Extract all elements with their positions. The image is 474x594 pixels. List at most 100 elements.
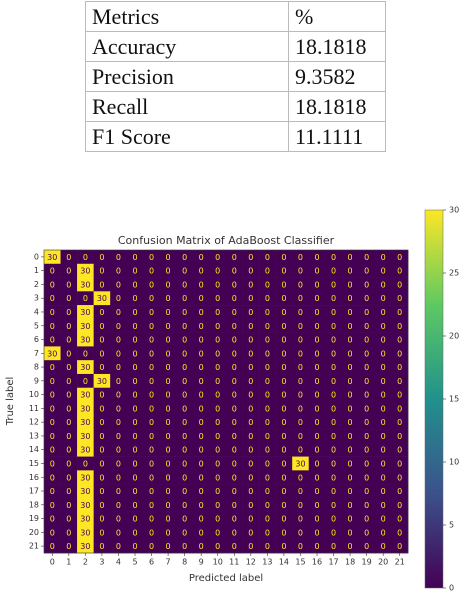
heatmap-cell — [159, 525, 177, 540]
cell-label: 0 — [314, 349, 319, 358]
heatmap-cell — [259, 291, 276, 306]
heatmap-cell — [341, 539, 359, 554]
colorbar-tick-label: 30 — [449, 206, 459, 215]
heatmap-cell — [77, 263, 94, 278]
heatmap-cell — [176, 470, 194, 485]
cell-label: 0 — [149, 432, 154, 441]
heatmap-cell — [292, 497, 310, 512]
cell-label: 0 — [314, 432, 319, 441]
heatmap-cell — [159, 387, 177, 402]
colorbar-tick-label: 5 — [449, 521, 454, 530]
heatmap-cell — [325, 305, 343, 320]
heatmap-cell — [110, 387, 128, 402]
cell-label: 0 — [215, 377, 220, 386]
cell-label: 0 — [99, 363, 104, 372]
cell-label: 0 — [66, 336, 71, 345]
cell-label: 0 — [232, 322, 237, 331]
heatmap-cell — [358, 497, 376, 512]
y-tick-label: 20 — [29, 528, 39, 537]
cell-label: 0 — [298, 267, 303, 276]
heatmap-cell — [93, 305, 111, 320]
cell-label: 0 — [199, 515, 204, 524]
cell-label: 0 — [381, 501, 386, 510]
cell-label: 0 — [99, 253, 104, 262]
heatmap-cell — [275, 511, 293, 526]
metric-value: 18.1818 — [288, 31, 386, 62]
cell-label: 0 — [331, 308, 336, 317]
heatmap-cell — [325, 387, 343, 402]
cell-label: 0 — [215, 404, 220, 413]
cell-label: 0 — [166, 267, 171, 276]
heatmap-cell — [325, 456, 343, 471]
cell-label: 30 — [295, 459, 305, 468]
heatmap-cell — [292, 525, 310, 540]
heatmap-cell — [126, 346, 144, 361]
cell-label: 0 — [166, 528, 171, 537]
heatmap-cell — [259, 360, 276, 375]
heatmap-cell — [242, 277, 260, 292]
heatmap-cell — [159, 250, 177, 265]
cell-label: 0 — [215, 418, 220, 427]
heatmap-cell — [226, 511, 243, 526]
cell-label: 0 — [298, 349, 303, 358]
heatmap-cell — [192, 539, 210, 554]
heatmap-cell — [226, 373, 243, 389]
heatmap-cell — [341, 305, 359, 320]
heatmap-cell — [325, 373, 343, 389]
heatmap-cell — [110, 497, 128, 512]
heatmap-cell — [126, 387, 144, 402]
y-tick-label: 2 — [34, 280, 39, 289]
cell-label: 0 — [331, 501, 336, 510]
heatmap-cell — [374, 305, 392, 320]
cell-label: 0 — [364, 432, 369, 441]
heatmap-cell — [126, 539, 144, 554]
heatmap-cell — [44, 484, 61, 499]
cell-label: 0 — [314, 336, 319, 345]
cell-label: 0 — [265, 322, 270, 331]
heatmap-cell — [60, 442, 78, 457]
metrics-table: Metrics % Accuracy 18.1818 Precision 9.358… — [85, 1, 386, 152]
cell-label: 0 — [364, 459, 369, 468]
cell-label: 0 — [166, 432, 171, 441]
y-tick-label: 15 — [29, 459, 39, 468]
cell-label: 30 — [97, 377, 107, 386]
cell-label: 0 — [331, 363, 336, 372]
cell-label: 0 — [265, 487, 270, 496]
heatmap-cell — [110, 415, 128, 430]
heatmap-cell — [325, 429, 343, 444]
heatmap-cell — [391, 429, 409, 444]
heatmap-cell — [226, 525, 243, 540]
cell-label: 0 — [397, 515, 402, 524]
cell-label: 30 — [80, 404, 90, 413]
cell-label: 0 — [248, 528, 253, 537]
heatmap-cell — [325, 484, 343, 499]
cell-label: 0 — [199, 501, 204, 510]
heatmap-cell — [391, 525, 409, 540]
cell-label: 0 — [66, 487, 71, 496]
cell-label: 0 — [381, 446, 386, 455]
cell-label: 0 — [381, 418, 386, 427]
heatmap-cell — [126, 263, 144, 278]
cell-label: 0 — [149, 404, 154, 413]
y-tick-label: 6 — [34, 335, 39, 344]
cell-label: 0 — [381, 322, 386, 331]
cell-label: 0 — [182, 322, 187, 331]
heatmap-cell — [143, 456, 161, 471]
cell-label: 0 — [116, 432, 121, 441]
cell-label: 30 — [80, 432, 90, 441]
cell-label: 0 — [265, 336, 270, 345]
cell-label: 0 — [199, 459, 204, 468]
heatmap-cell — [341, 360, 359, 375]
heatmap-cell — [209, 263, 227, 278]
cell-label: 0 — [116, 459, 121, 468]
cell-label: 0 — [314, 294, 319, 303]
heatmap-cell — [143, 332, 161, 347]
cell-label: 0 — [66, 308, 71, 317]
cell-label: 0 — [149, 253, 154, 262]
cell-label: 0 — [116, 349, 121, 358]
cell-label: 0 — [149, 363, 154, 372]
heatmap-cell — [209, 373, 227, 389]
heatmap-cell — [391, 539, 409, 554]
heatmap-cell — [292, 360, 310, 375]
cell-label: 0 — [215, 446, 220, 455]
